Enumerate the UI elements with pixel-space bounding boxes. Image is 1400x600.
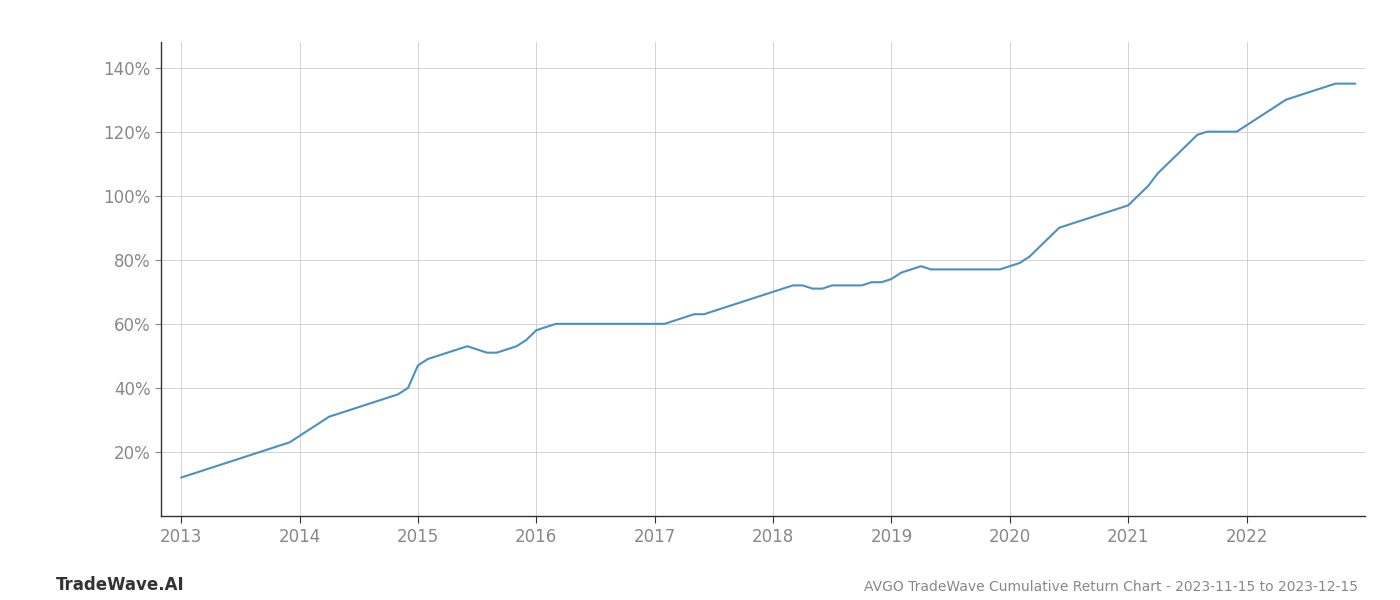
Text: TradeWave.AI: TradeWave.AI [56, 576, 185, 594]
Text: AVGO TradeWave Cumulative Return Chart - 2023-11-15 to 2023-12-15: AVGO TradeWave Cumulative Return Chart -… [864, 580, 1358, 594]
